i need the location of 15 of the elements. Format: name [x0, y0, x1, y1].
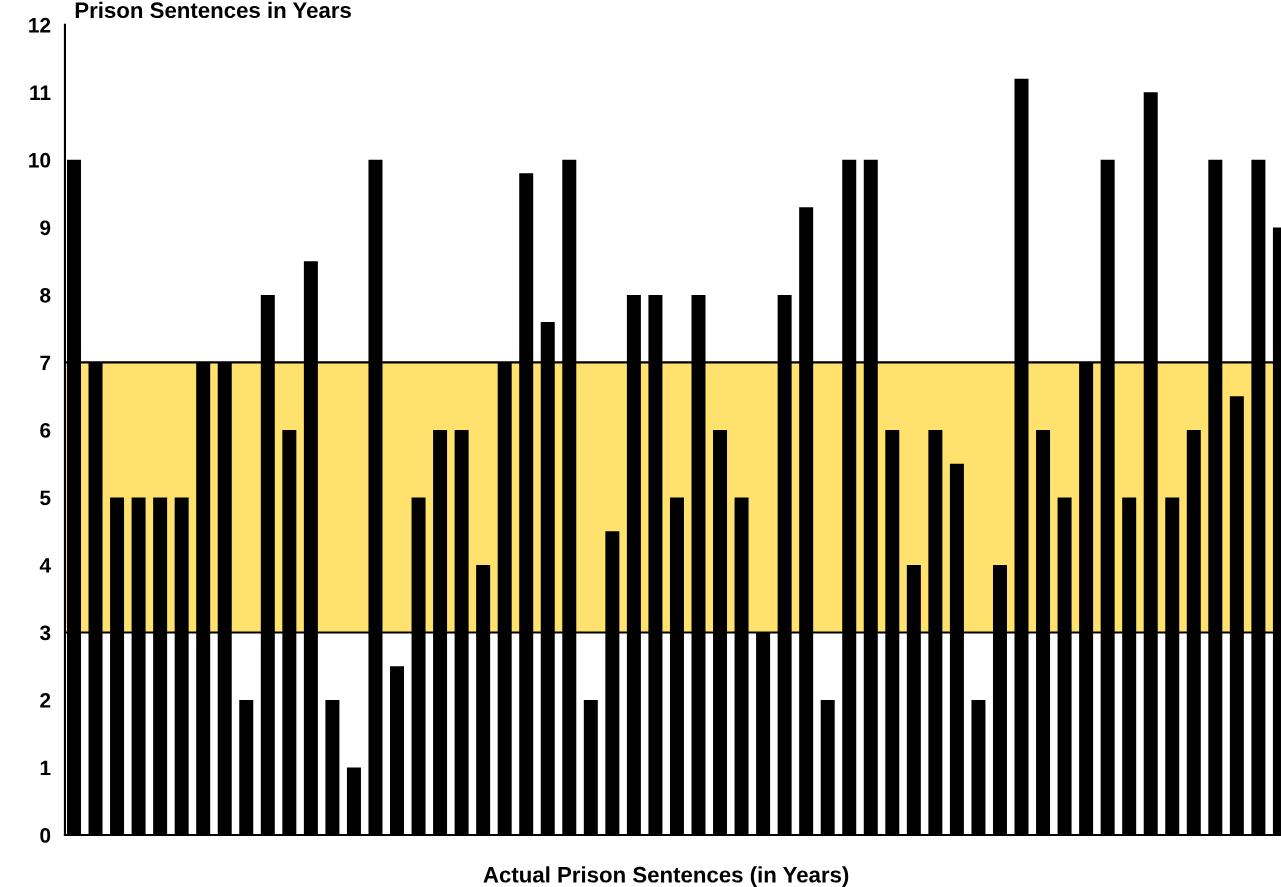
y-tick-label: 6	[40, 422, 51, 438]
y-tick-label: 7	[40, 355, 51, 370]
y-tick-label: 4	[39, 558, 51, 573]
y-tick-label: 0	[40, 828, 51, 843]
y-tick-label: 3	[39, 625, 51, 641]
y-tick-label: 11	[30, 85, 51, 100]
y-tick-label: 10	[29, 152, 51, 168]
y-tick-label: 2	[40, 692, 51, 708]
x-axis-title: Actual Prison Sentences (in Years)	[483, 866, 849, 887]
y-axis-title: Prison Sentences in Years	[75, 1, 351, 19]
y-tick-label: 5	[40, 490, 51, 506]
y-tick-label: 12	[29, 17, 51, 33]
y-tick-label: 9	[40, 220, 51, 236]
y-tick-label: 8	[40, 287, 51, 303]
y-tick-label: 1	[40, 760, 51, 776]
